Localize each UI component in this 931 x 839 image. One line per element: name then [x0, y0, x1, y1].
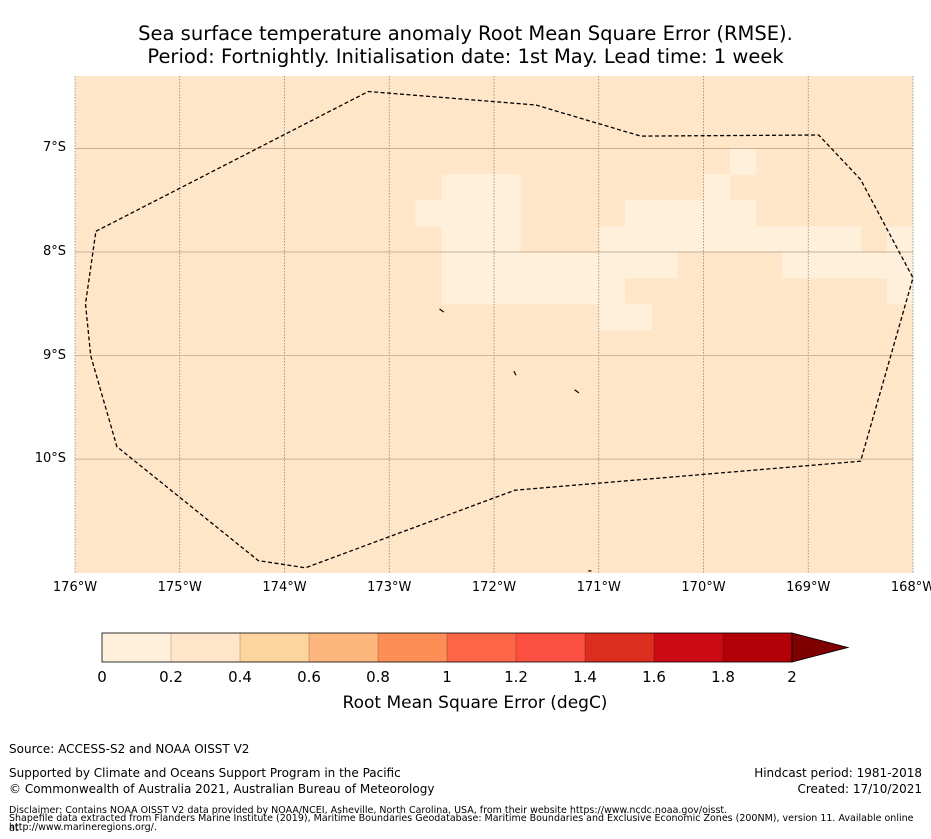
colorbar-tick-label: 0.4 — [228, 668, 252, 686]
colorbar — [101, 632, 850, 663]
colorbar-segment — [102, 633, 172, 662]
longitude-tick-label: 174°W — [262, 580, 307, 595]
longitude-tick-label: 176°W — [52, 580, 98, 595]
colorbar-tick-label: 0.8 — [366, 668, 390, 686]
colorbar-segment — [585, 633, 655, 662]
disclaimer-line-1: Disclaimer: Contains NOAA OISST V2 data … — [9, 805, 728, 816]
colorbar-segment — [654, 633, 724, 662]
rmse-cell — [546, 252, 678, 279]
rmse-cell — [415, 200, 469, 227]
rmse-cell — [598, 303, 652, 331]
island-coastline — [513, 370, 517, 376]
colorbar-extend-arrow — [791, 632, 850, 663]
rmse-cell — [441, 277, 626, 305]
latitude-tick-label: 10°S — [34, 451, 66, 467]
colorbar-tick-label: 1.8 — [711, 668, 735, 686]
map-title-line-1: Sea surface temperature anomaly Root Mea… — [138, 22, 793, 45]
colorbar-border — [101, 632, 793, 663]
colorbar-tick-label: 1.2 — [504, 668, 528, 686]
map-plot — [74, 76, 914, 573]
created-date-text: Created: 17/10/2021 — [797, 782, 922, 796]
longitude-tick-label: 175°W — [157, 580, 202, 595]
longitude-tick-label: 171°W — [576, 580, 621, 595]
colorbar-segment — [171, 633, 241, 662]
map-title-line-2: Period: Fortnightly. Initialisation date… — [147, 45, 784, 68]
eez-boundary-line — [84, 90, 914, 569]
copyright-text: © Commonwealth of Australia 2021, Austra… — [9, 782, 435, 796]
latitude-tick-label: 8°S — [42, 244, 66, 260]
rmse-cell — [782, 252, 862, 279]
longitude-tick-label: 168°W — [890, 580, 931, 595]
colorbar-label: Root Mean Square Error (degC) — [342, 693, 608, 713]
colorbar-tick-label: 1.6 — [642, 668, 666, 686]
longitude-tick-label: 169°W — [786, 580, 831, 595]
colorbar-tick-label: 1 — [442, 668, 452, 686]
colorbar-segment — [447, 633, 517, 662]
island-coastline — [574, 389, 580, 394]
rmse-cell — [441, 226, 521, 253]
source-text: Source: ACCESS-S2 and NOAA OISST V2 — [9, 742, 250, 756]
rmse-cell — [624, 200, 757, 227]
rmse-cell — [808, 226, 862, 253]
colorbar-tick-label: 1.4 — [573, 668, 597, 686]
disclaimer-line-2: Shapefile data extracted from Flanders M… — [9, 813, 914, 834]
latitude-tick-label: 7°S — [42, 140, 66, 156]
longitude-tick-label: 173°W — [367, 580, 412, 595]
longitude-tick-label: 170°W — [681, 580, 726, 595]
hindcast-period-text: Hindcast period: 1981-2018 — [754, 766, 922, 780]
colorbar-tick-label: 0 — [97, 668, 107, 686]
rmse-cell — [886, 226, 914, 305]
colorbar-tick-label: 0.2 — [159, 668, 183, 686]
colorbar-segment — [309, 633, 379, 662]
colorbar-segment — [516, 633, 586, 662]
colorbar-tick-label: 0.6 — [297, 668, 321, 686]
longitude-tick-label: 172°W — [471, 580, 517, 595]
rmse-cell — [441, 174, 469, 201]
colorbar-tick-label: 2 — [787, 668, 797, 686]
rmse-cell — [860, 252, 888, 279]
rmse-cell — [703, 174, 731, 201]
disclaimer-line-3: http://www.marineregions.org/. — [9, 822, 157, 833]
colorbar-segment — [723, 633, 793, 662]
island-coastline — [439, 308, 445, 313]
latitude-tick-label: 9°S — [42, 347, 66, 363]
rmse-cell — [729, 148, 757, 175]
support-text: Supported by Climate and Oceans Support … — [9, 766, 401, 780]
colorbar-segment — [240, 633, 310, 662]
colorbar-segment — [378, 633, 448, 662]
